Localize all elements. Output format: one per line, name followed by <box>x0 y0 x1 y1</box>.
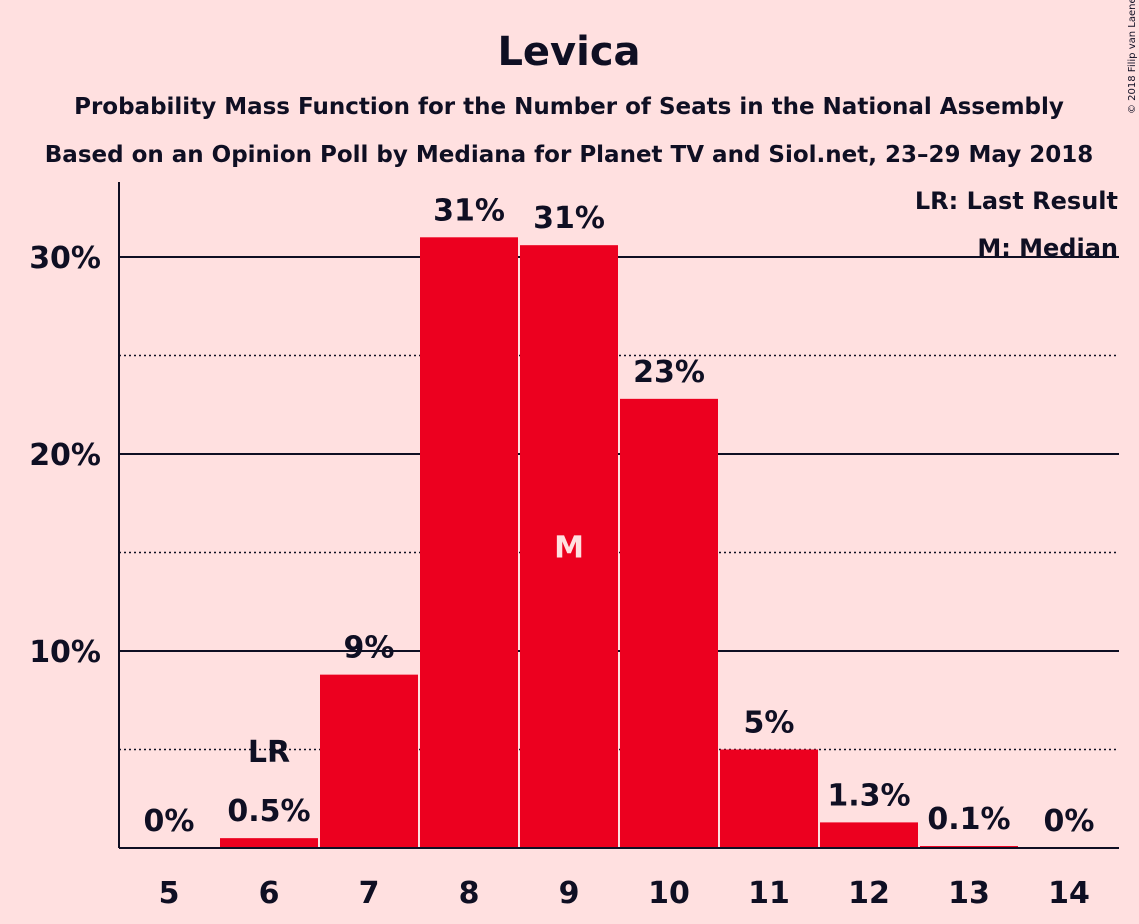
bar-value-label: 31% <box>533 201 605 236</box>
bar-value-label: 0.5% <box>227 794 310 829</box>
bar-value-label: 1.3% <box>827 778 910 813</box>
bar-seats-8 <box>420 237 518 849</box>
x-tick-label: 6 <box>259 876 280 911</box>
y-tick-label: 10% <box>29 635 101 670</box>
x-tick-labels: 5 6 7 8 9 10 11 12 13 14 <box>159 876 1090 911</box>
grid-lines <box>119 256 1119 751</box>
median-marker: M <box>554 531 584 566</box>
y-tick-labels: 10% 20% 30% <box>29 241 101 670</box>
bar-seats-9 <box>520 245 618 848</box>
bar-value-label: 23% <box>633 355 705 390</box>
x-tick-label: 7 <box>359 876 380 911</box>
bar-labels: 0% 0.5% 9% 31% 31% 23% 5% 1.3% 0.1% 0% LR M <box>144 193 1095 839</box>
chart-subtitle-1: Probability Mass Function for the Number… <box>74 94 1064 120</box>
bar-seats-6 <box>220 838 318 848</box>
axes <box>118 182 1119 849</box>
x-tick-label: 12 <box>848 876 890 911</box>
copyright-notice: © 2018 Filip van Laenen <box>1127 0 1138 114</box>
bar-value-label: 9% <box>344 631 395 666</box>
chart-subtitle-2: Based on an Opinion Poll by Mediana for … <box>45 142 1093 168</box>
bar-seats-7 <box>320 674 418 848</box>
bar-value-label: 0.1% <box>927 802 1010 837</box>
legend-median: M: Median <box>977 234 1118 262</box>
bar-value-label: 5% <box>744 706 795 741</box>
last-result-marker: LR <box>248 735 290 770</box>
x-tick-label: 8 <box>459 876 480 911</box>
bars <box>220 237 1018 849</box>
x-tick-label: 9 <box>559 876 580 911</box>
y-tick-label: 20% <box>29 438 101 473</box>
chart-title: Levica <box>497 29 640 75</box>
bar-value-label: 31% <box>433 193 505 228</box>
legend-last-result: LR: Last Result <box>915 187 1118 215</box>
x-tick-label: 11 <box>748 876 790 911</box>
bar-value-label: 0% <box>1044 804 1095 839</box>
x-tick-label: 14 <box>1048 876 1090 911</box>
bar-seats-12 <box>820 822 918 848</box>
bar-value-label: 0% <box>144 804 195 839</box>
bar-seats-10 <box>620 398 718 848</box>
x-tick-label: 5 <box>159 876 180 911</box>
x-tick-label: 10 <box>648 876 690 911</box>
y-tick-label: 30% <box>29 241 101 276</box>
bar-seats-11 <box>720 749 818 848</box>
x-tick-label: 13 <box>948 876 990 911</box>
